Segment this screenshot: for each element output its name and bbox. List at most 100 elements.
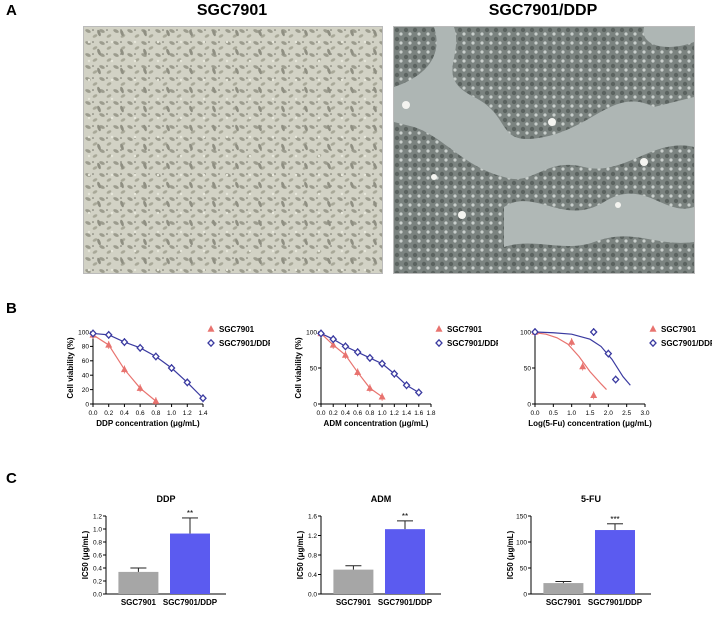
line-chart-1-y-tick-label: 40 [82, 373, 90, 380]
micrograph-title-left: SGC7901 [196, 2, 268, 19]
line-chart-5fu: 0.0 0.5 1.0 1.5 2.0 2.5 3.0 0 50 100 Log(5-Fu) con… [520, 325, 712, 428]
bar-chart-3-y-tick-label: 50 [520, 565, 528, 572]
panel-letter-b: B [6, 300, 17, 317]
line-chart-2-series-0-point [378, 392, 386, 400]
bar-chart-ddp: DDP 0.0 0.2 0.4 0.6 0.8 1.0 1.2 IC50 (μg/mL) SGC7… [81, 494, 226, 607]
line-chart-1-series-1-point [151, 352, 160, 361]
line-chart-3-x-tick-label: 1.0 [567, 410, 576, 417]
line-chart-3-y-tick-label: 100 [520, 329, 531, 336]
line-chart-3-series-1-point [604, 349, 613, 358]
line-chart-2-series-0-point [329, 341, 337, 348]
line-chart-ddp: 0.0 0.2 0.4 0.6 0.8 1.0 1.2 1.4 0 20 40 60 80 100 DDP … [66, 325, 270, 428]
line-chart-1-legend-label-0: SGC7901 [219, 325, 255, 334]
line-chart-3-x-tick-label: 0.5 [549, 410, 558, 417]
line-chart-2-series-1-point [353, 348, 362, 357]
line-chart-3-series-1-point [531, 327, 539, 337]
bar-chart-2-y-tick-label: 0.0 [308, 591, 317, 598]
line-chart-2-legend-label-0: SGC7901 [447, 325, 483, 334]
bar-chart-3-category-label-0: SGC7901 [546, 598, 582, 607]
micrograph-sgc7901-ddp [393, 26, 695, 274]
line-chart-2-x-tick-label: 1.8 [426, 410, 435, 417]
bar-chart-5fu: 5-FU 0 50 100 150 IC50 (μg/mL) SGC7901 SGC7901/… [506, 494, 651, 607]
line-chart-1-series-1-point [199, 394, 207, 403]
bar-chart-3-title: 5-FU [581, 494, 601, 504]
line-chart-2-x-tick-label: 0.4 [341, 410, 350, 417]
line-chart-2-legend-marker-0 [435, 325, 443, 332]
line-chart-1-x-tick-label: 0.2 [104, 410, 113, 417]
bar-chart-3-bar-1 [595, 530, 635, 594]
line-chart-1-series-0-point [152, 397, 160, 404]
bar-chart-1-y-label: IC50 (μg/mL) [81, 530, 90, 579]
micrograph-title-right: SGC7901/DDP [488, 2, 598, 19]
bar-chart-1-y-tick-label: 0.2 [93, 578, 102, 585]
line-chart-3-legend-label-0: SGC7901 [661, 325, 697, 334]
line-chart-2-series-1-point [317, 329, 325, 338]
line-chart-3-series-0-line [534, 332, 607, 391]
line-chart-2-legend-label-1: SGC7901/DDP [447, 339, 498, 348]
line-chart-1-series-1-point [167, 363, 176, 373]
line-chart-3-legend-marker-0 [649, 325, 657, 332]
line-chart-2-series-1-point [414, 388, 423, 397]
line-chart-2-y-label: Cell viability (%) [294, 337, 303, 399]
line-chart-adm: 0.0 0.2 0.4 0.6 0.8 1.0 1.2 1.4 1.6 1.8 0 50 100 ADM … [294, 325, 498, 428]
line-chart-1-series-1-point [104, 330, 113, 340]
bar-chart-1-y-tick-label: 1.0 [93, 526, 102, 533]
micrograph-sgc7901 [83, 26, 383, 274]
line-chart-1-y-tick-label: 20 [82, 387, 90, 394]
bar-chart-1-y-tick-label: 0.4 [93, 565, 102, 572]
line-chart-1-series-0-point [136, 384, 144, 391]
line-chart-3-series-1-point [589, 327, 598, 337]
bar-chart-2-significance: ** [402, 512, 408, 521]
line-chart-3-legend-label-1: SGC7901/DDP [661, 339, 712, 348]
bar-chart-1-y-tick-label: 0.8 [93, 539, 102, 546]
line-chart-3-x-tick-label: 0.0 [530, 410, 539, 417]
line-chart-2-series-0-point [341, 351, 349, 358]
panel-letter-c: C [6, 470, 17, 487]
line-chart-1-series-0-point [105, 341, 113, 348]
line-chart-1-legend-marker-1 [207, 338, 215, 348]
line-chart-1-y-tick-label: 100 [78, 329, 89, 336]
line-chart-1-series-1-point [89, 329, 97, 338]
line-chart-1-series-1-point [120, 337, 129, 347]
line-chart-2-y-tick-label: 0 [313, 401, 317, 408]
line-chart-3-x-label: Log(5-Fu) concentration (μg/mL) [528, 419, 652, 428]
line-chart-2-series-1-line [320, 332, 420, 393]
bar-chart-3-y-tick-label: 100 [516, 539, 527, 546]
line-chart-3-y-tick-label: 0 [527, 401, 531, 408]
line-chart-2-x-tick-label: 0.2 [329, 410, 338, 417]
line-chart-2-legend-marker-1 [435, 338, 443, 348]
line-chart-1-x-tick-label: 0.0 [88, 410, 97, 417]
bar-chart-3-y-label: IC50 (μg/mL) [506, 530, 515, 579]
bar-chart-1-significance: ** [187, 509, 193, 518]
line-chart-3-y-tick-label: 50 [524, 365, 532, 372]
line-chart-2-y-tick-label: 100 [306, 329, 317, 336]
line-chart-2-x-tick-label: 1.6 [414, 410, 423, 417]
line-chart-1-x-tick-label: 0.8 [151, 410, 160, 417]
panel-letter-a: A [6, 2, 17, 19]
bar-chart-1-bar-0 [118, 571, 159, 594]
line-chart-2-series-0-point [366, 384, 374, 391]
bar-chart-1-category-label-1: SGC7901/DDP [163, 598, 218, 607]
line-chart-1-x-tick-label: 0.6 [136, 410, 145, 417]
bar-chart-2-y-tick-label: 0.4 [308, 572, 317, 579]
line-chart-1-legend-marker-0 [207, 325, 215, 332]
line-chart-3-x-tick-label: 1.5 [585, 410, 594, 417]
bar-chart-2-title: ADM [371, 494, 392, 504]
bar-chart-2-bar-0 [333, 569, 374, 594]
line-chart-2-series-1-point [365, 353, 374, 363]
line-chart-1-y-tick-label: 60 [82, 358, 90, 365]
line-chart-2-x-tick-label: 1.0 [378, 410, 387, 417]
line-chart-1-x-label: DDP concentration (μg/mL) [96, 419, 200, 428]
bar-chart-1-title: DDP [156, 494, 175, 504]
line-chart-2-series-1-point [378, 359, 387, 368]
line-chart-1-series-1-point [183, 378, 192, 387]
line-chart-2-x-label: ADM concentration (μg/mL) [324, 419, 429, 428]
bar-chart-adm: ADM 0.0 0.4 0.8 1.2 1.6 IC50 (μg/mL) SGC7901 SGC… [296, 494, 441, 607]
line-chart-3-series-0-point [579, 362, 587, 370]
bar-chart-1-y-tick-label: 0.6 [93, 552, 102, 559]
line-chart-2-x-tick-label: 1.4 [402, 410, 411, 417]
bar-chart-3-y-tick-label: 150 [516, 513, 527, 520]
bar-chart-3-category-label-1: SGC7901/DDP [588, 598, 643, 607]
bar-chart-2-y-label: IC50 (μg/mL) [296, 530, 305, 579]
line-chart-1-y-tick-label: 0 [85, 401, 89, 408]
